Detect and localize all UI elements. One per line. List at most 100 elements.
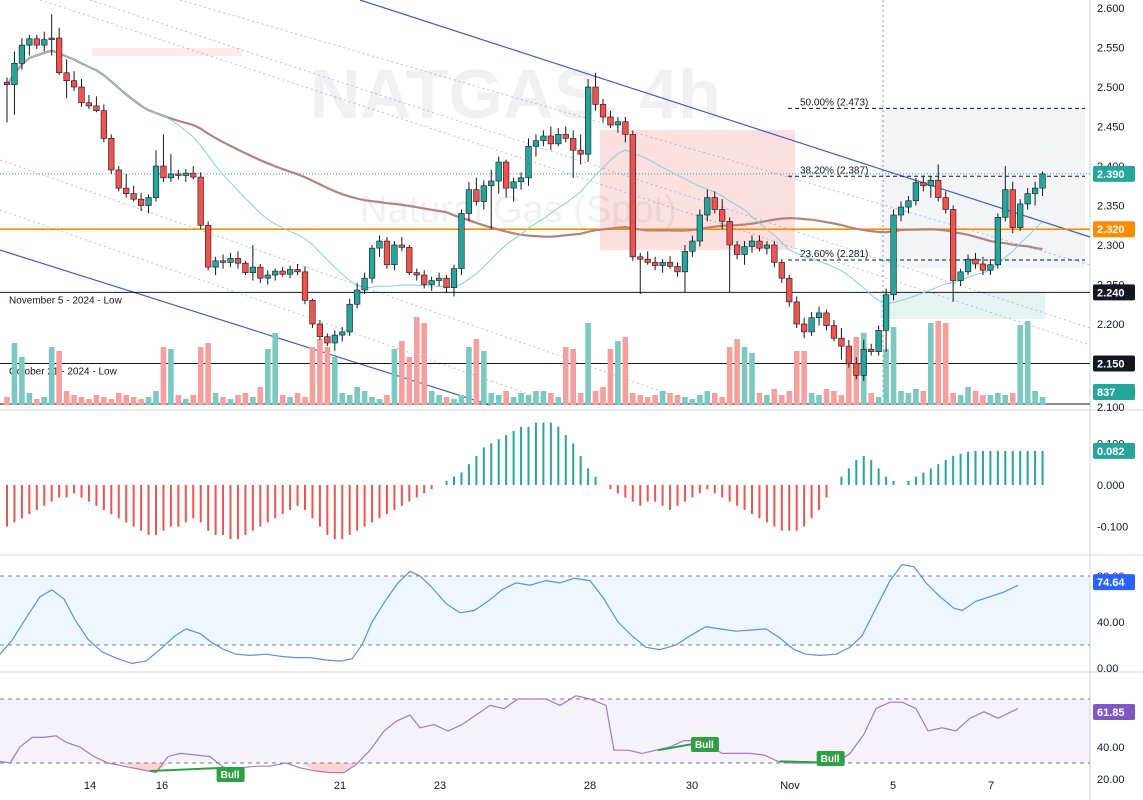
volume-bar-99 (741, 347, 748, 405)
candle-body-41 (309, 299, 316, 325)
volume-bar-112 (838, 395, 845, 405)
candle-80 (599, 98, 607, 123)
candle-body-68 (510, 181, 517, 189)
candle-body-42 (316, 323, 324, 337)
x-tick-0: 14 (84, 780, 96, 792)
candle-body-84 (629, 134, 636, 258)
candle-body-119 (890, 214, 897, 296)
candle-body-75 (562, 134, 569, 139)
volume-bar-126 (942, 323, 949, 405)
volume-bar-35 (264, 349, 271, 405)
volume-bar-69 (518, 393, 524, 405)
volume-bar-136 (1017, 325, 1023, 405)
candle-body-49 (368, 247, 376, 279)
candle-109 (815, 306, 823, 326)
current-price-tag-bg (1093, 165, 1135, 182)
candle-84 (629, 130, 636, 261)
candle-49 (368, 245, 376, 283)
candle-25 (190, 166, 197, 180)
candle-8 (63, 59, 70, 99)
volume-bar-26 (197, 347, 204, 405)
candle-body-110 (823, 312, 830, 326)
candle-body-74 (555, 134, 562, 145)
candle-body-109 (815, 312, 823, 318)
macd-value-tag-bg (1093, 442, 1135, 459)
x-tick-3: 23 (434, 780, 446, 792)
candle-6 (48, 14, 55, 56)
candle-78 (584, 79, 592, 163)
volume-bar-5 (41, 397, 48, 405)
candle-20 (152, 150, 160, 202)
candle-body-2 (18, 44, 26, 64)
volume-bar-76 (570, 349, 576, 405)
candle-89 (666, 256, 674, 269)
candle-14 (108, 134, 115, 174)
candle-81 (607, 110, 614, 129)
candle-body-44 (331, 334, 338, 344)
candle-112 (838, 327, 845, 360)
moving-average-fast (6, 50, 1043, 305)
volume-bar-3 (26, 393, 33, 405)
candle-body-132 (987, 264, 994, 271)
candle-body-21 (160, 165, 167, 179)
volume-bar-38 (287, 397, 293, 405)
bull-label-bg-1 (690, 737, 719, 752)
candle-body-3 (26, 38, 33, 46)
volume-bar-107 (801, 351, 807, 405)
volume-bar-87 (652, 395, 658, 405)
volume-bar-117 (875, 397, 882, 405)
stoch-value-tag-bg (1093, 574, 1135, 591)
candle-body-50 (376, 240, 383, 249)
candle-body-122 (912, 182, 919, 202)
candle-body-138 (1032, 187, 1039, 194)
candle-99 (741, 241, 748, 265)
candle-body-16 (123, 187, 130, 194)
volume-bar-0 (4, 397, 10, 405)
candle-44 (331, 330, 338, 351)
candle-133 (994, 213, 1001, 269)
candle-50 (376, 235, 383, 257)
volume-bar-133 (995, 393, 1001, 405)
candle-body-14 (108, 138, 115, 171)
volume-bar-34 (257, 387, 264, 405)
candle-2 (18, 38, 26, 70)
candle-body-131 (979, 263, 987, 271)
candle-42 (316, 320, 324, 340)
volume-bar-31 (235, 395, 241, 405)
candle-body-9 (70, 80, 78, 88)
level-price-tag-0-bg (1093, 284, 1135, 301)
stoch-value-tag: 74.64 (1097, 577, 1125, 589)
candle-body-60 (450, 268, 458, 288)
candle-body-1 (11, 62, 18, 85)
volume-bar-14 (108, 399, 115, 405)
candle-43 (324, 333, 331, 347)
candle-101 (756, 235, 763, 252)
candle-68 (510, 177, 517, 202)
volume-bar-64 (481, 351, 487, 405)
volume-bar-137 (1024, 321, 1031, 405)
volume-tag-bg (1093, 384, 1135, 400)
candle-body-95 (711, 197, 718, 210)
candle-body-64 (480, 185, 487, 202)
volume-bar-23 (175, 395, 182, 405)
candle-body-112 (838, 337, 845, 347)
volume-bar-124 (928, 323, 934, 405)
volume-bar-95 (711, 393, 718, 405)
candle-body-10 (78, 86, 85, 104)
volume-bar-68 (510, 397, 517, 405)
volume-bar-70 (525, 395, 532, 405)
macd-tick-2: -0.100 (1097, 522, 1128, 534)
volume-bar-113 (846, 347, 852, 405)
candle-96 (719, 199, 726, 230)
candle-body-80 (599, 104, 607, 118)
volume-bar-66 (495, 395, 502, 405)
candle-64 (480, 180, 487, 210)
candle-13 (100, 104, 107, 143)
volume-bar-122 (913, 389, 919, 405)
candle-body-114 (853, 363, 860, 376)
candle-118 (882, 288, 890, 352)
channel-mid-line-1 (0, 159, 701, 406)
volume-bar-73 (548, 393, 554, 405)
